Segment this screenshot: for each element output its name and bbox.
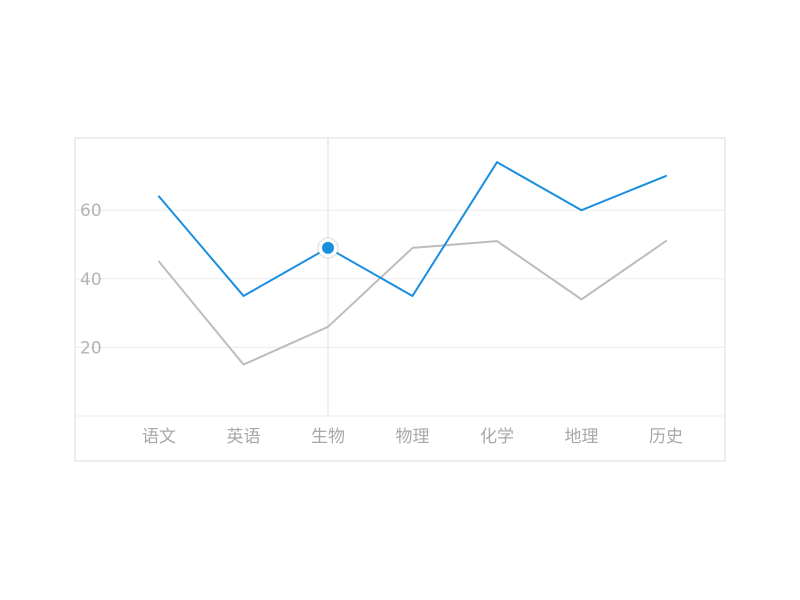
y-axis-ticks: 20 40 60 [80, 201, 102, 358]
series-line-2 [158, 240, 667, 366]
grid-lines [75, 209, 725, 417]
series-line-1 [158, 161, 667, 297]
y-tick-label: 20 [80, 338, 102, 358]
series-lines [158, 161, 667, 366]
y-tick-label: 60 [80, 201, 102, 221]
x-tick-label: 生物 [311, 427, 345, 447]
x-tick-label: 物理 [396, 427, 430, 447]
highlight-point[interactable] [322, 241, 334, 254]
x-tick-label: 语文 [142, 427, 176, 447]
x-axis-ticks: 语文 英语 生物 物理 化学 地理 历史 [142, 427, 683, 447]
x-tick-label: 地理 [565, 427, 599, 447]
chart-frame [74, 137, 726, 462]
x-tick-label: 英语 [227, 427, 261, 447]
y-tick-label: 40 [80, 270, 102, 290]
highlight-points [317, 237, 339, 259]
x-tick-label: 化学 [480, 427, 514, 447]
x-tick-label: 历史 [649, 427, 683, 447]
